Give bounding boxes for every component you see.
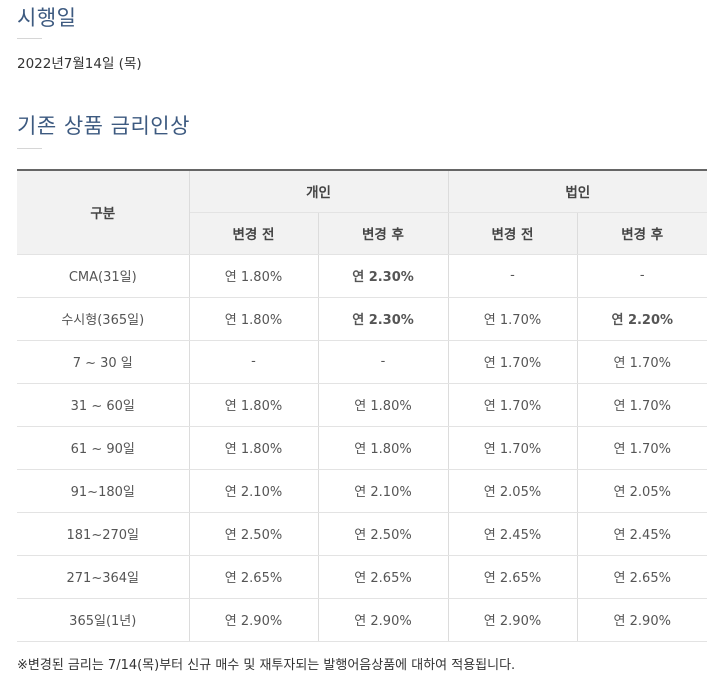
individual-after-rate: 연 2.10% xyxy=(317,469,449,513)
corporate-after-rate: - xyxy=(576,254,707,298)
corporate-after-rate: 연 1.70% xyxy=(576,340,707,384)
individual-after-rate: 연 1.80% xyxy=(317,426,449,470)
effective-date-heading: 시행일 xyxy=(17,6,77,30)
table-row: 271~364일 연 2.65% 연 2.65% 연 2.65% 연 2.65% xyxy=(17,555,707,599)
corporate-before-rate: 연 1.70% xyxy=(447,383,578,427)
table-row: 91~180일 연 2.10% 연 2.10% 연 2.05% 연 2.05% xyxy=(17,469,707,513)
footnote: ※변경된 금리는 7/14(목)부터 신규 매수 및 재투자되는 발행어음상품에… xyxy=(17,658,516,673)
individual-before-rate: 연 2.90% xyxy=(188,598,319,642)
corporate-before-rate: 연 1.70% xyxy=(447,297,578,341)
effective-date: 2022년7월14일 (목) xyxy=(17,56,142,72)
corporate-after-rate: 연 2.65% xyxy=(576,555,707,599)
individual-before-rate: 연 2.65% xyxy=(188,555,319,599)
rate-section-heading: 기존 상품 금리인상 xyxy=(17,114,190,138)
individual-after-rate: - xyxy=(317,340,449,384)
corporate-after-rate: 연 2.05% xyxy=(576,469,707,513)
corporate-after-rate: 연 1.70% xyxy=(576,426,707,470)
header-individual-before: 변경 전 xyxy=(189,212,319,255)
table-row: 181~270일 연 2.50% 연 2.50% 연 2.45% 연 2.45% xyxy=(17,512,707,556)
table-row: 수시형(365일) 연 1.80% 연 2.30% 연 1.70% 연 2.20… xyxy=(17,297,707,341)
corporate-before-rate: - xyxy=(447,254,578,298)
corporate-after-rate: 연 2.90% xyxy=(576,598,707,642)
header-corporate-before: 변경 전 xyxy=(447,212,578,255)
row-label: 91~180일 xyxy=(17,469,190,513)
corporate-after-rate: 연 1.70% xyxy=(576,383,707,427)
header-corporate-after: 변경 후 xyxy=(576,212,707,255)
table-row: 31 ~ 60일 연 1.80% 연 1.80% 연 1.70% 연 1.70% xyxy=(17,383,707,427)
table-row: 365일(1년) 연 2.90% 연 2.90% 연 2.90% 연 2.90% xyxy=(17,598,707,642)
individual-after-rate: 연 2.65% xyxy=(317,555,449,599)
table-row: 61 ~ 90일 연 1.80% 연 1.80% 연 1.70% 연 1.70% xyxy=(17,426,707,470)
header-individual: 개인 xyxy=(188,169,449,213)
individual-before-rate: 연 2.50% xyxy=(188,512,319,556)
header-individual-after: 변경 후 xyxy=(317,212,449,255)
corporate-after-rate: 연 2.20% xyxy=(576,297,707,341)
row-label: 271~364일 xyxy=(17,555,190,599)
rate-table: 구분 개인 법인 변경 전 변경 후 변경 전 변경 후 CMA(31일) 연 … xyxy=(17,169,707,642)
row-label: CMA(31일) xyxy=(17,254,190,298)
heading-divider xyxy=(17,148,42,149)
row-label: 수시형(365일) xyxy=(17,297,190,341)
individual-after-rate: 연 2.50% xyxy=(317,512,449,556)
corporate-before-rate: 연 2.45% xyxy=(447,512,578,556)
corporate-before-rate: 연 1.70% xyxy=(447,426,578,470)
row-label: 31 ~ 60일 xyxy=(17,383,190,427)
individual-after-rate: 연 2.30% xyxy=(317,254,449,298)
row-label: 365일(1년) xyxy=(17,598,190,642)
individual-before-rate: - xyxy=(188,340,319,384)
individual-after-rate: 연 2.90% xyxy=(317,598,449,642)
corporate-before-rate: 연 1.70% xyxy=(447,340,578,384)
individual-after-rate: 연 2.30% xyxy=(317,297,449,341)
header-corporate: 법인 xyxy=(447,169,707,213)
individual-before-rate: 연 2.10% xyxy=(188,469,319,513)
corporate-after-rate: 연 2.45% xyxy=(576,512,707,556)
individual-before-rate: 연 1.80% xyxy=(188,383,319,427)
corporate-before-rate: 연 2.90% xyxy=(447,598,578,642)
header-category: 구분 xyxy=(17,169,190,255)
table-row: CMA(31일) 연 1.80% 연 2.30% - - xyxy=(17,254,707,298)
individual-before-rate: 연 1.80% xyxy=(188,254,319,298)
individual-before-rate: 연 1.80% xyxy=(188,426,319,470)
individual-before-rate: 연 1.80% xyxy=(188,297,319,341)
row-label: 7 ~ 30 일 xyxy=(17,340,190,384)
table-row: 7 ~ 30 일 - - 연 1.70% 연 1.70% xyxy=(17,340,707,384)
heading-divider xyxy=(17,38,42,39)
row-label: 181~270일 xyxy=(17,512,190,556)
corporate-before-rate: 연 2.65% xyxy=(447,555,578,599)
row-label: 61 ~ 90일 xyxy=(17,426,190,470)
individual-after-rate: 연 1.80% xyxy=(317,383,449,427)
corporate-before-rate: 연 2.05% xyxy=(447,469,578,513)
